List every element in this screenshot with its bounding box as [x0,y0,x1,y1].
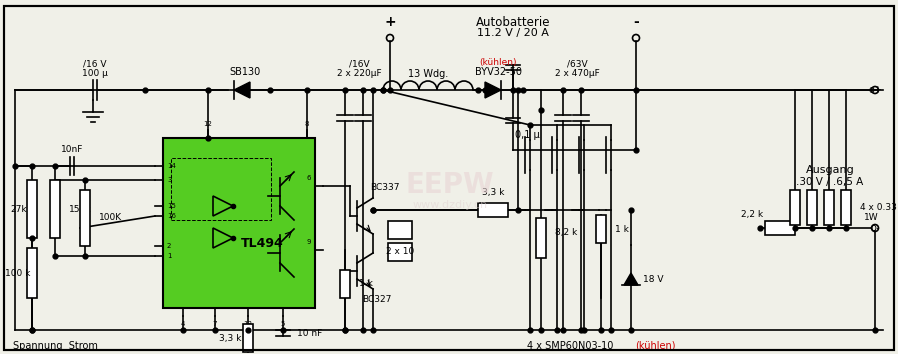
Bar [765,221,795,235]
Polygon shape [234,82,250,98]
Text: 4 x SMP60N03-10: 4 x SMP60N03-10 [527,341,613,351]
Bar [171,158,271,220]
Text: 10 nF: 10 nF [297,329,322,337]
Bar [163,138,315,308]
Text: 1 k: 1 k [359,280,373,289]
Text: TL494: TL494 [241,237,283,250]
Text: o-: o- [870,223,880,233]
Text: 100K: 100K [99,213,122,223]
Polygon shape [624,273,638,285]
Text: BC327: BC327 [362,295,392,303]
Text: 1 k: 1 k [615,224,629,234]
Text: 18 V: 18 V [643,275,664,285]
Text: -: - [633,15,638,29]
Text: 15: 15 [167,203,176,209]
Text: Ausgang: Ausgang [806,165,854,175]
Text: 100 μ: 100 μ [82,69,108,79]
Text: /16V: /16V [348,59,369,69]
Text: /16 V: /16 V [84,59,107,69]
Bar [388,221,412,239]
Text: 3,3 k: 3,3 k [482,188,504,196]
Text: 14: 14 [167,163,176,169]
Text: www.dzdiy.cn: www.dzdiy.cn [412,200,488,210]
Text: 6: 6 [306,175,311,181]
Text: 2 x 470μF: 2 x 470μF [555,69,599,79]
Text: 100 k: 100 k [5,268,31,278]
Text: o+: o+ [868,85,882,95]
Bar [27,248,37,298]
Bar [596,215,606,243]
Bar [807,190,817,225]
Text: (kühlen): (kühlen) [480,57,516,67]
Text: BYV32-50: BYV32-50 [474,67,522,77]
Text: 12: 12 [204,121,213,127]
Text: +: + [384,15,396,29]
Text: SB130: SB130 [229,67,260,77]
Text: 10nF: 10nF [61,145,84,154]
Text: 0,1 μ: 0,1 μ [515,130,540,140]
Text: 13: 13 [243,321,252,327]
Bar [536,218,546,258]
Bar [824,190,834,225]
Polygon shape [485,82,501,98]
Bar [790,190,800,225]
Text: 16: 16 [167,213,176,219]
Text: 8: 8 [304,121,309,127]
Bar [478,203,508,217]
Text: 3: 3 [167,177,172,183]
Text: 150k: 150k [69,205,92,213]
Text: 7: 7 [213,321,217,327]
Bar [243,324,253,352]
Bar [340,270,350,298]
Bar [50,180,60,238]
Text: 1: 1 [167,253,172,259]
Text: /63V: /63V [567,59,587,69]
Text: 3,3 k: 3,3 k [219,333,242,343]
Text: 4: 4 [180,321,185,327]
Text: 5: 5 [281,321,286,327]
Text: 2 x 220μF: 2 x 220μF [337,69,382,79]
Text: (kühlen): (kühlen) [635,341,675,351]
Bar [841,190,851,225]
Text: 9: 9 [306,239,311,245]
Text: 2: 2 [167,243,172,249]
Text: 2 x 10: 2 x 10 [386,246,414,256]
Bar [27,180,37,238]
Text: .30 V / .6,5 A: .30 V / .6,5 A [797,177,864,187]
Bar [80,190,90,246]
Text: 11.2 V / 20 A: 11.2 V / 20 A [477,28,549,38]
Text: 8,2 k: 8,2 k [555,228,577,238]
Bar [388,243,412,261]
Text: 13 Wdg.: 13 Wdg. [408,69,448,79]
Text: 27k: 27k [11,205,27,213]
Text: Spannung  Strom: Spannung Strom [13,341,98,351]
Text: 2,2 k: 2,2 k [741,211,763,219]
Text: EEPW: EEPW [406,171,494,199]
Text: BC337: BC337 [370,183,400,193]
Text: 4 x 0.33: 4 x 0.33 [860,202,897,211]
Text: Autobatterie: Autobatterie [476,16,550,29]
Text: 1W: 1W [864,213,878,223]
